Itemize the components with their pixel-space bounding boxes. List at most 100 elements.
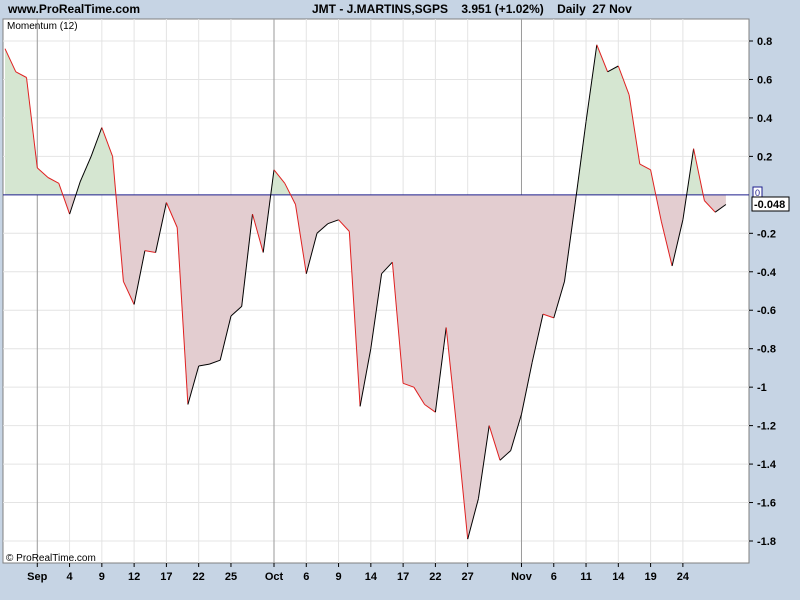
momentum-segment	[682, 148, 695, 220]
momentum-segment	[176, 227, 189, 405]
x-tick-label: 22	[429, 571, 441, 583]
momentum-segment	[165, 202, 178, 228]
momentum-segment	[262, 169, 275, 253]
site-name[interactable]: www.ProRealTime.com	[8, 2, 141, 16]
y-tick-label: -1	[757, 382, 767, 394]
momentum-segment	[187, 365, 200, 405]
momentum-areas	[5, 44, 726, 540]
momentum-segment	[391, 262, 404, 384]
momentum-segment	[671, 219, 684, 267]
momentum-segment	[521, 362, 533, 415]
x-tick-label: 17	[160, 571, 172, 583]
momentum-segment	[381, 261, 393, 275]
momentum-segment	[477, 425, 490, 499]
y-tick-label: -0.2	[757, 228, 776, 240]
momentum-segment	[617, 65, 630, 95]
momentum-segment	[596, 44, 609, 72]
momentum-segment	[219, 315, 232, 361]
momentum-segment	[90, 127, 103, 157]
positive-area	[5, 48, 63, 195]
x-tick-label: Oct	[265, 571, 284, 583]
momentum-segment	[564, 202, 576, 282]
momentum-segment	[47, 177, 60, 184]
negative-area	[62, 194, 76, 215]
momentum-line	[4, 44, 727, 540]
positive-area	[270, 169, 291, 195]
momentum-segment	[36, 167, 49, 178]
positive-area	[576, 44, 656, 195]
momentum-segment	[284, 183, 296, 205]
momentum-segment	[607, 65, 619, 73]
momentum-segment	[58, 183, 71, 215]
y-axis: 0.8 0.6 0.4 0.2 -0.2 -0.4 -0.6 -0.8 -1 -1.2 -1.4 -1…	[749, 36, 777, 548]
ticker-info: JMT - J.MARTINS,SGPS 3.951 (+1.02%) Dail…	[312, 2, 632, 16]
negative-area	[115, 194, 271, 405]
momentum-segment	[144, 250, 156, 253]
momentum-segment	[348, 231, 361, 407]
x-tick-label: 25	[225, 571, 237, 583]
current-value-label: -0.048	[754, 199, 785, 211]
y-tick-label: 0.4	[757, 113, 773, 125]
x-tick-label: 17	[397, 571, 409, 583]
x-tick-label: 9	[335, 571, 341, 583]
momentum-segment	[628, 94, 641, 165]
momentum-segment	[650, 169, 662, 222]
momentum-segment	[370, 273, 383, 349]
momentum-segment	[499, 450, 512, 461]
momentum-segment	[434, 327, 447, 413]
momentum-segment	[4, 48, 17, 73]
x-tick-label: 11	[580, 571, 592, 583]
momentum-segment	[574, 121, 587, 203]
momentum-segment	[338, 219, 350, 232]
momentum-segment	[133, 250, 146, 305]
negative-area	[290, 194, 577, 540]
current-value-box	[751, 196, 790, 212]
x-tick-label: 24	[677, 571, 690, 583]
x-tick-label: 14	[612, 571, 625, 583]
positive-area	[75, 127, 116, 195]
x-tick-label: 27	[462, 571, 474, 583]
x-axis: Sep 4 9 12 17 22 25 Oct 6 9 14 17 22 27 Nov 6 11 14 19 24	[27, 563, 690, 583]
momentum-segment	[510, 413, 522, 451]
momentum-segment	[467, 498, 479, 540]
momentum-segment	[660, 221, 673, 267]
momentum-segment	[316, 223, 329, 234]
y-tick-label: -1.2	[757, 421, 776, 433]
momentum-segment	[241, 214, 253, 307]
momentum-segment	[198, 363, 210, 367]
y-tick-label: -0.6	[757, 305, 776, 317]
momentum-segment	[101, 127, 114, 157]
y-tick-label: 0.6	[757, 74, 772, 86]
momentum-segment	[553, 281, 565, 319]
momentum-segment	[704, 200, 716, 213]
momentum-segment	[15, 71, 27, 78]
momentum-segment	[488, 425, 501, 461]
momentum-segment	[327, 219, 339, 225]
momentum-segment	[424, 404, 436, 413]
momentum-segment	[122, 281, 135, 305]
y-tick-label: -0.8	[757, 344, 776, 356]
zero-marker: 0	[755, 188, 760, 198]
momentum-segment	[112, 156, 124, 282]
x-tick-label: 6	[303, 571, 309, 583]
header-bar: www.ProRealTime.com JMT - J.MARTINS,SGPS…	[0, 0, 800, 19]
momentum-segment	[359, 348, 372, 407]
negative-area	[655, 194, 687, 266]
momentum-segment	[714, 204, 727, 213]
momentum-segment	[693, 148, 705, 201]
momentum-segment	[295, 204, 307, 274]
momentum-segment	[209, 359, 221, 365]
momentum-segment	[252, 213, 264, 253]
x-tick-label: Nov	[511, 571, 533, 583]
momentum-segment	[585, 44, 598, 122]
x-tick-label: Sep	[27, 571, 47, 583]
momentum-segment	[456, 429, 469, 540]
momentum-segment	[230, 306, 243, 317]
momentum-segment	[79, 156, 92, 182]
momentum-segment	[26, 77, 38, 168]
x-tick-label: 6	[551, 571, 557, 583]
momentum-segment	[542, 313, 554, 319]
momentum-segment	[273, 169, 286, 184]
x-tick-label: 19	[644, 571, 656, 583]
